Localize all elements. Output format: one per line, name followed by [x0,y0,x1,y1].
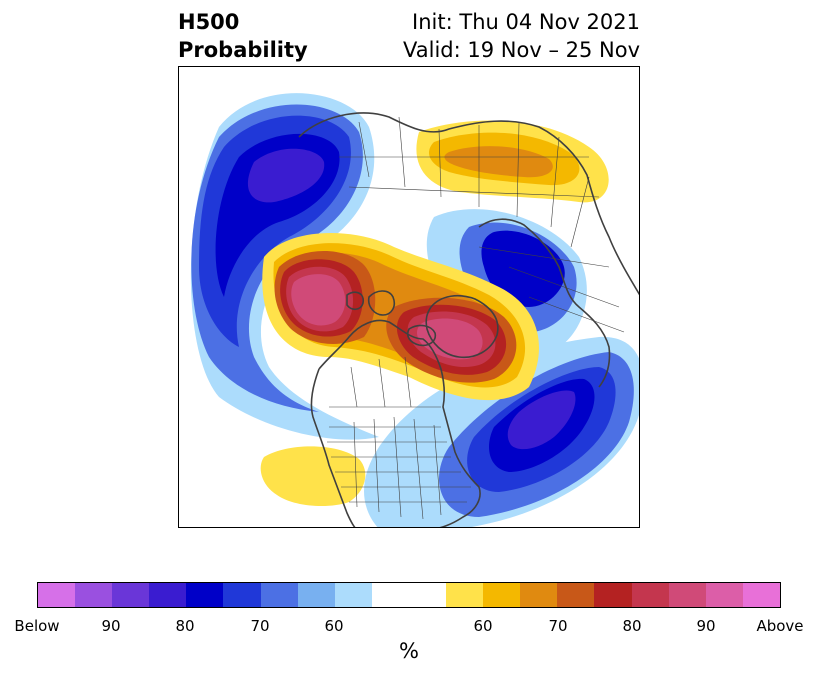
colorbar-segment [446,583,484,607]
colorbar [37,582,781,608]
colorbar-segment [483,583,521,607]
colorbar-segment [260,583,298,607]
map-title: H500 Probability [178,8,308,64]
eurasia-coast [298,112,639,296]
colorbar-tick-label: 60 [473,617,493,635]
below-pacific-peak [247,148,325,203]
map-panel [178,66,640,528]
colorbar-segment [75,583,113,607]
colorbar-segment [186,583,224,607]
title-subtitle: Probability [178,38,308,62]
below-urals-core [481,230,565,307]
north-america-coast [310,319,481,527]
colorbar-tick-label: 60 [324,617,344,635]
colorbar-tick-label: 80 [622,617,642,635]
colorbar-tick-label: 70 [250,617,270,635]
init-date: Init: Thu 04 Nov 2021 [412,10,640,34]
canada-provinces [329,356,441,408]
colorbar-segment [705,583,743,607]
colorbar-segment [297,583,335,607]
date-info: Init: Thu 04 Nov 2021 Valid: 19 Nov – 25… [403,8,640,64]
land-outlines [298,112,639,527]
title-variable: H500 [178,10,240,34]
colorbar-segment [334,583,372,607]
colorbar-segment [668,583,706,607]
colorbar-tick-label: 80 [175,617,195,635]
colorbar-segment [38,583,76,607]
colorbar-segment [520,583,558,607]
colorbar-segment [631,583,669,607]
above-siberia-peak [291,274,346,326]
colorbar-tick-label: 70 [548,617,568,635]
eurasia-country-borders [339,116,625,333]
us-state-grid [327,416,471,520]
colorbar-segment [742,583,780,607]
valid-range: Valid: 19 Nov – 25 Nov [403,38,640,62]
above-sw-us-band-60 [260,446,366,507]
colorbar-tick-label: 90 [101,617,121,635]
colorbar-segment [371,583,409,607]
colorbar-segment [149,583,187,607]
colorbar-segment [594,583,632,607]
arctic-islands [346,290,437,347]
political-borders [327,116,625,520]
colorbar-segment [408,583,447,607]
above-europe-core [444,146,553,178]
colorbar-tick-label: Above [756,617,804,635]
colorbar-segment [223,583,261,607]
europe-coast [478,218,611,388]
colorbar-segment [557,583,595,607]
below-atlantic-peak [507,390,576,450]
filled-contours [190,93,639,527]
probability-map [190,93,639,527]
colorbar-tick-label: 90 [696,617,716,635]
above-arctic-peak [416,318,483,360]
unit-label: % [399,639,419,663]
colorbar-tick-label: Below [14,617,60,635]
colorbar-segment [112,583,150,607]
